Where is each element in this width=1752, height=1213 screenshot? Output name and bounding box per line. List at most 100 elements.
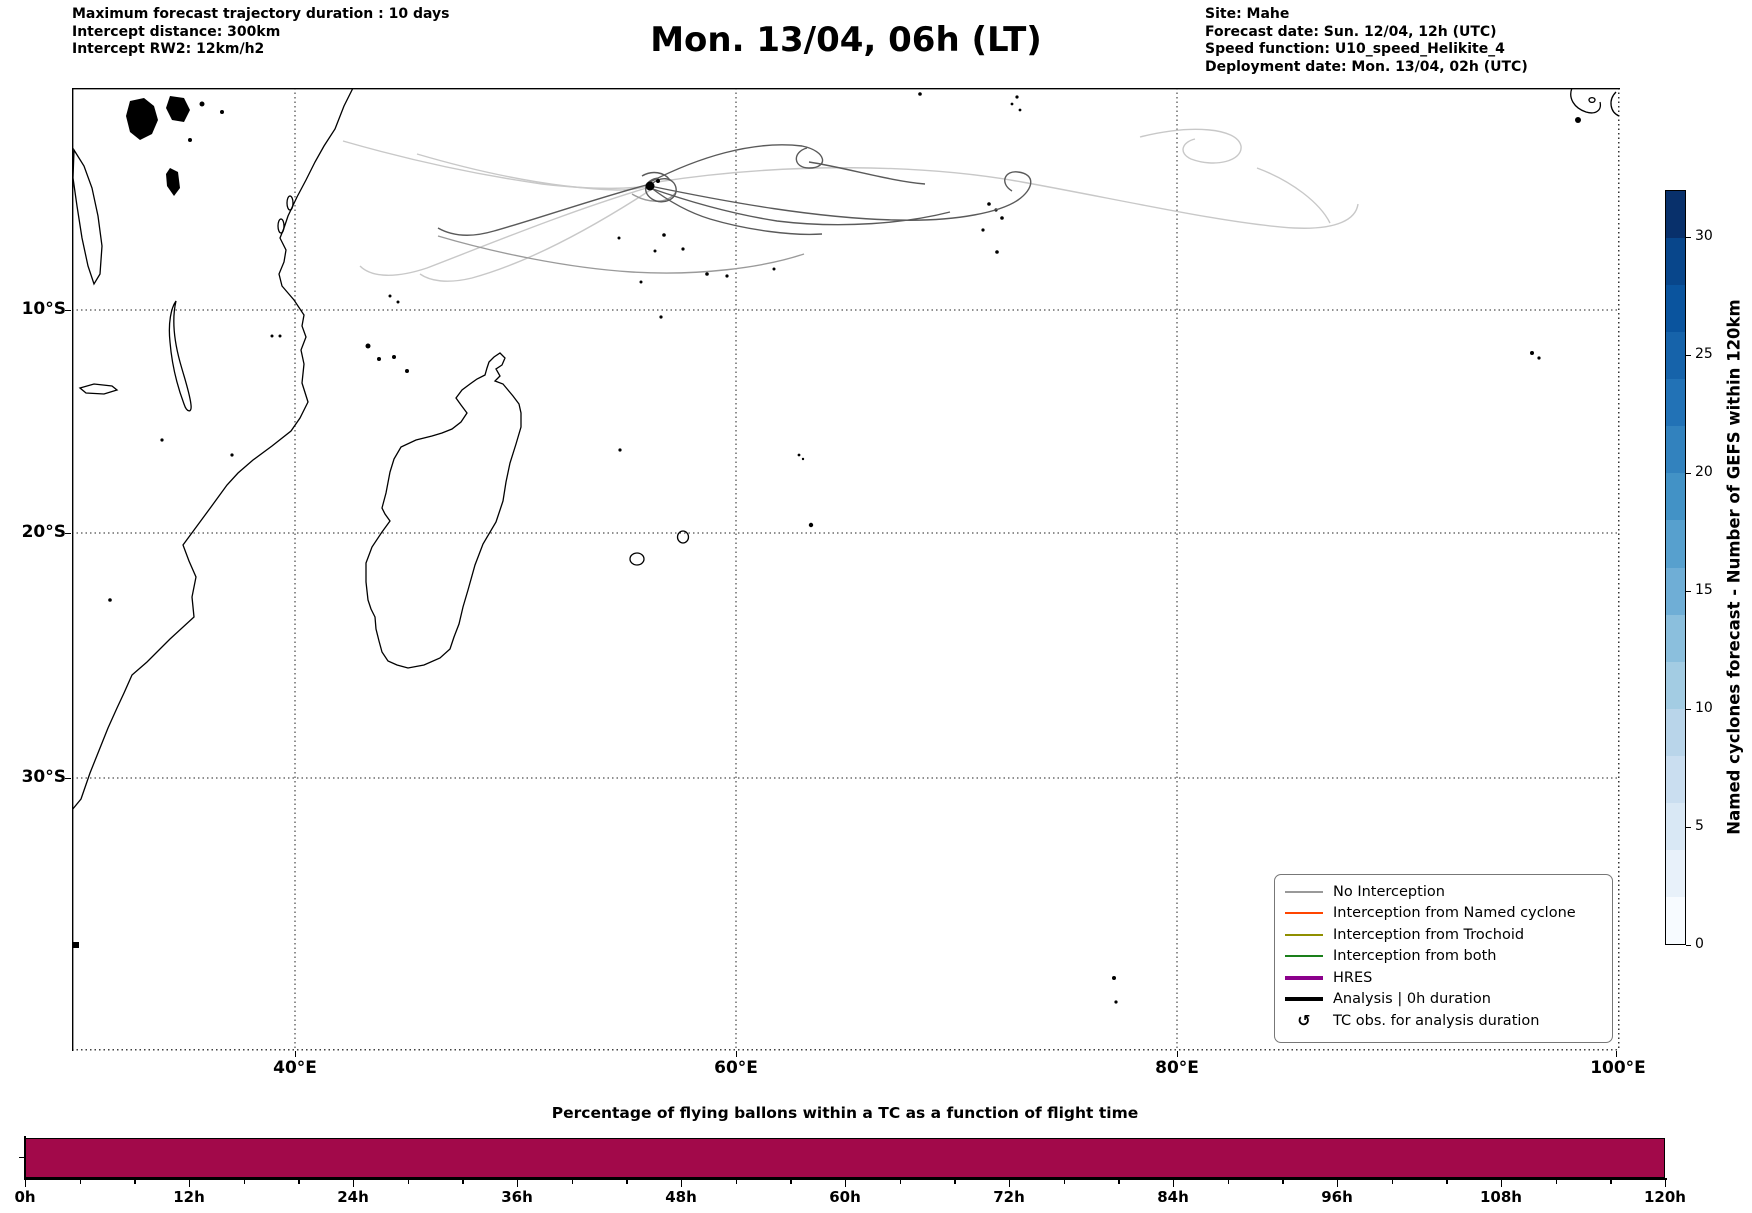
colorbar-segment — [1666, 708, 1685, 756]
legend-item: Interception from Trochoid — [1283, 924, 1604, 946]
tc-obs-icon: ↺ — [1297, 1010, 1311, 1030]
legend-item: No Interception — [1283, 881, 1604, 903]
bottom-chart-tick-label: 24h — [337, 1188, 369, 1206]
legend-line-sample — [1283, 890, 1325, 893]
bottom-chart-tick-label: 12h — [173, 1188, 205, 1206]
legend-item-label: Interception from both — [1333, 948, 1497, 965]
map-border — [71, 87, 1620, 1051]
lon-label-60E: 60°E — [714, 1058, 758, 1078]
colorbar-segment — [1666, 661, 1685, 709]
trajectory-origin-knot — [617, 92, 922, 284]
legend-item-label: Interception from Trochoid — [1333, 926, 1525, 943]
legend-item-label: HRES — [1333, 969, 1373, 986]
bottom-chart-major-tick — [1665, 1180, 1667, 1187]
percentage-bar — [25, 1138, 1665, 1178]
colorbar-tick — [1686, 826, 1691, 828]
colorbar-segment — [1666, 285, 1685, 333]
page-title: Mon. 13/04, 06h (LT) — [650, 20, 1042, 60]
colorbar-tick — [1686, 708, 1691, 710]
legend-item: Analysis | 0h duration — [1283, 989, 1604, 1011]
bottom-chart-minor-tick — [735, 1180, 738, 1184]
legend-line-sample — [1283, 912, 1325, 915]
trajectory-dark — [437, 144, 1032, 236]
colorbar-segment — [1666, 849, 1685, 897]
graticule — [72, 88, 1620, 1051]
bottom-chart-tick-label: 96h — [1321, 1188, 1353, 1206]
colorbar-segment — [1666, 614, 1685, 662]
lat-label-20S: 20°S — [21, 522, 66, 542]
lon-label-40E: 40°E — [273, 1058, 317, 1078]
bottom-chart-minor-tick — [79, 1180, 82, 1184]
bottom-chart-major-tick — [1173, 1180, 1175, 1187]
bottom-chart-major-tick — [1501, 1180, 1503, 1187]
indian-ocean-map — [71, 87, 1620, 1051]
bottom-chart-minor-tick — [1610, 1180, 1612, 1184]
bottom-chart-minor-tick — [1446, 1180, 1448, 1184]
bottom-chart-tick-label: 60h — [829, 1188, 861, 1206]
legend-item-label: No Interception — [1333, 883, 1445, 900]
bottom-chart-tick-label: 48h — [665, 1188, 697, 1206]
colorbar — [1665, 190, 1686, 945]
bottom-chart-minor-tick — [1227, 1180, 1230, 1184]
colorbar-segment — [1666, 896, 1685, 944]
legend-item: HRES — [1283, 967, 1604, 989]
islands-and-lakes — [73, 95, 1581, 1004]
colorbar-segment — [1666, 191, 1685, 239]
bottom-chart-minor-tick — [571, 1180, 574, 1184]
colorbar-tick — [1686, 944, 1691, 946]
colorbar-segment — [1666, 238, 1685, 286]
legend-item: Interception from Named cyclone — [1283, 903, 1604, 925]
bottom-chart-major-tick — [189, 1180, 191, 1187]
legend-line-sample — [1283, 975, 1325, 980]
colorbar-segment — [1666, 473, 1685, 521]
bottom-chart-tick-label: 36h — [501, 1188, 533, 1206]
lon-label-100E: 100°E — [1590, 1058, 1646, 1078]
bottom-chart-major-tick — [1337, 1180, 1339, 1187]
bottom-chart-minor-tick — [790, 1180, 792, 1184]
bottom-chart-minor-tick — [243, 1180, 246, 1184]
bottom-chart-major-tick — [845, 1180, 847, 1187]
colorbar-label: Named cyclones forecast - Number of GEFS… — [1724, 299, 1744, 835]
x-tick-100E — [1616, 1051, 1618, 1057]
colorbar-tick-label: 0 — [1695, 936, 1704, 952]
bottom-chart-minor-tick — [1555, 1180, 1558, 1184]
bottom-chart-title: Percentage of flying ballons within a TC… — [551, 1104, 1139, 1122]
colorbar-tick-label: 20 — [1695, 464, 1713, 481]
y-tick-10S — [65, 310, 71, 312]
bottom-chart-minor-tick — [407, 1180, 410, 1184]
colorbar-tick — [1686, 590, 1691, 592]
bottom-chart-tick-label: 120h — [1644, 1188, 1686, 1206]
bottom-chart-minor-tick — [1391, 1180, 1394, 1184]
bottom-chart-major-tick — [517, 1180, 519, 1187]
legend-line-sample — [1283, 933, 1325, 936]
bottom-chart-y-spine — [24, 1136, 26, 1179]
colorbar-segment — [1666, 755, 1685, 803]
x-tick-40E — [295, 1051, 297, 1057]
bottom-chart-minor-tick — [1282, 1180, 1284, 1184]
colorbar-tick-label: 25 — [1695, 346, 1713, 363]
x-tick-80E — [1177, 1051, 1179, 1057]
bottom-chart-x-axis — [24, 1178, 1667, 1180]
legend-item-label: Interception from Named cyclone — [1333, 905, 1576, 922]
y-tick-30S — [65, 778, 71, 780]
header-left-params: Maximum forecast trajectory duration : 1… — [72, 6, 450, 57]
colorbar-tick-label: 15 — [1695, 582, 1713, 599]
colorbar-segment — [1666, 520, 1685, 568]
colorbar-segment — [1666, 379, 1685, 427]
map-legend: No Interception Interception from Named c… — [1274, 874, 1613, 1043]
colorbar-segment — [1666, 426, 1685, 474]
legend-line-sample — [1283, 997, 1325, 1002]
lat-label-10S: 10°S — [21, 299, 66, 319]
bottom-chart-major-tick — [1009, 1180, 1011, 1187]
colorbar-tick — [1686, 354, 1691, 356]
colorbar-segment — [1666, 802, 1685, 850]
legend-line-sample — [1283, 955, 1325, 958]
bottom-chart-minor-tick — [462, 1180, 464, 1184]
colorbar-tick — [1686, 472, 1691, 474]
bottom-chart-y-tick — [19, 1157, 24, 1159]
bottom-chart-major-tick — [681, 1180, 683, 1187]
legend-item: Interception from both — [1283, 946, 1604, 968]
map-canvas — [71, 87, 1620, 1051]
bottom-chart-minor-tick — [134, 1180, 136, 1184]
bottom-chart-minor-tick — [899, 1180, 902, 1184]
